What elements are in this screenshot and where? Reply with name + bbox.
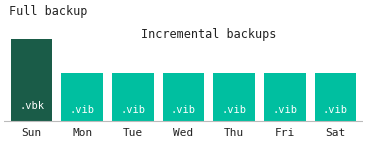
Bar	[112, 73, 154, 121]
Text: Wed: Wed	[173, 128, 194, 138]
Text: .vib: .vib	[120, 105, 145, 115]
Bar	[163, 73, 204, 121]
Bar	[315, 73, 356, 121]
Text: .vib: .vib	[323, 105, 348, 115]
Text: .vib: .vib	[70, 105, 95, 115]
Text: Thu: Thu	[224, 128, 244, 138]
Text: Sat: Sat	[325, 128, 346, 138]
Bar	[213, 73, 255, 121]
Text: Fri: Fri	[275, 128, 295, 138]
Text: Full backup: Full backup	[9, 5, 87, 18]
Text: Tue: Tue	[123, 128, 143, 138]
Text: .vbk: .vbk	[19, 101, 44, 111]
Text: .vib: .vib	[171, 105, 196, 115]
Text: Incremental backups: Incremental backups	[141, 28, 276, 41]
Text: .vib: .vib	[272, 105, 297, 115]
Text: Mon: Mon	[72, 128, 92, 138]
Bar	[61, 73, 103, 121]
Text: .vib: .vib	[222, 105, 247, 115]
Bar	[11, 38, 52, 121]
Bar	[264, 73, 306, 121]
Text: Sun: Sun	[21, 128, 42, 138]
